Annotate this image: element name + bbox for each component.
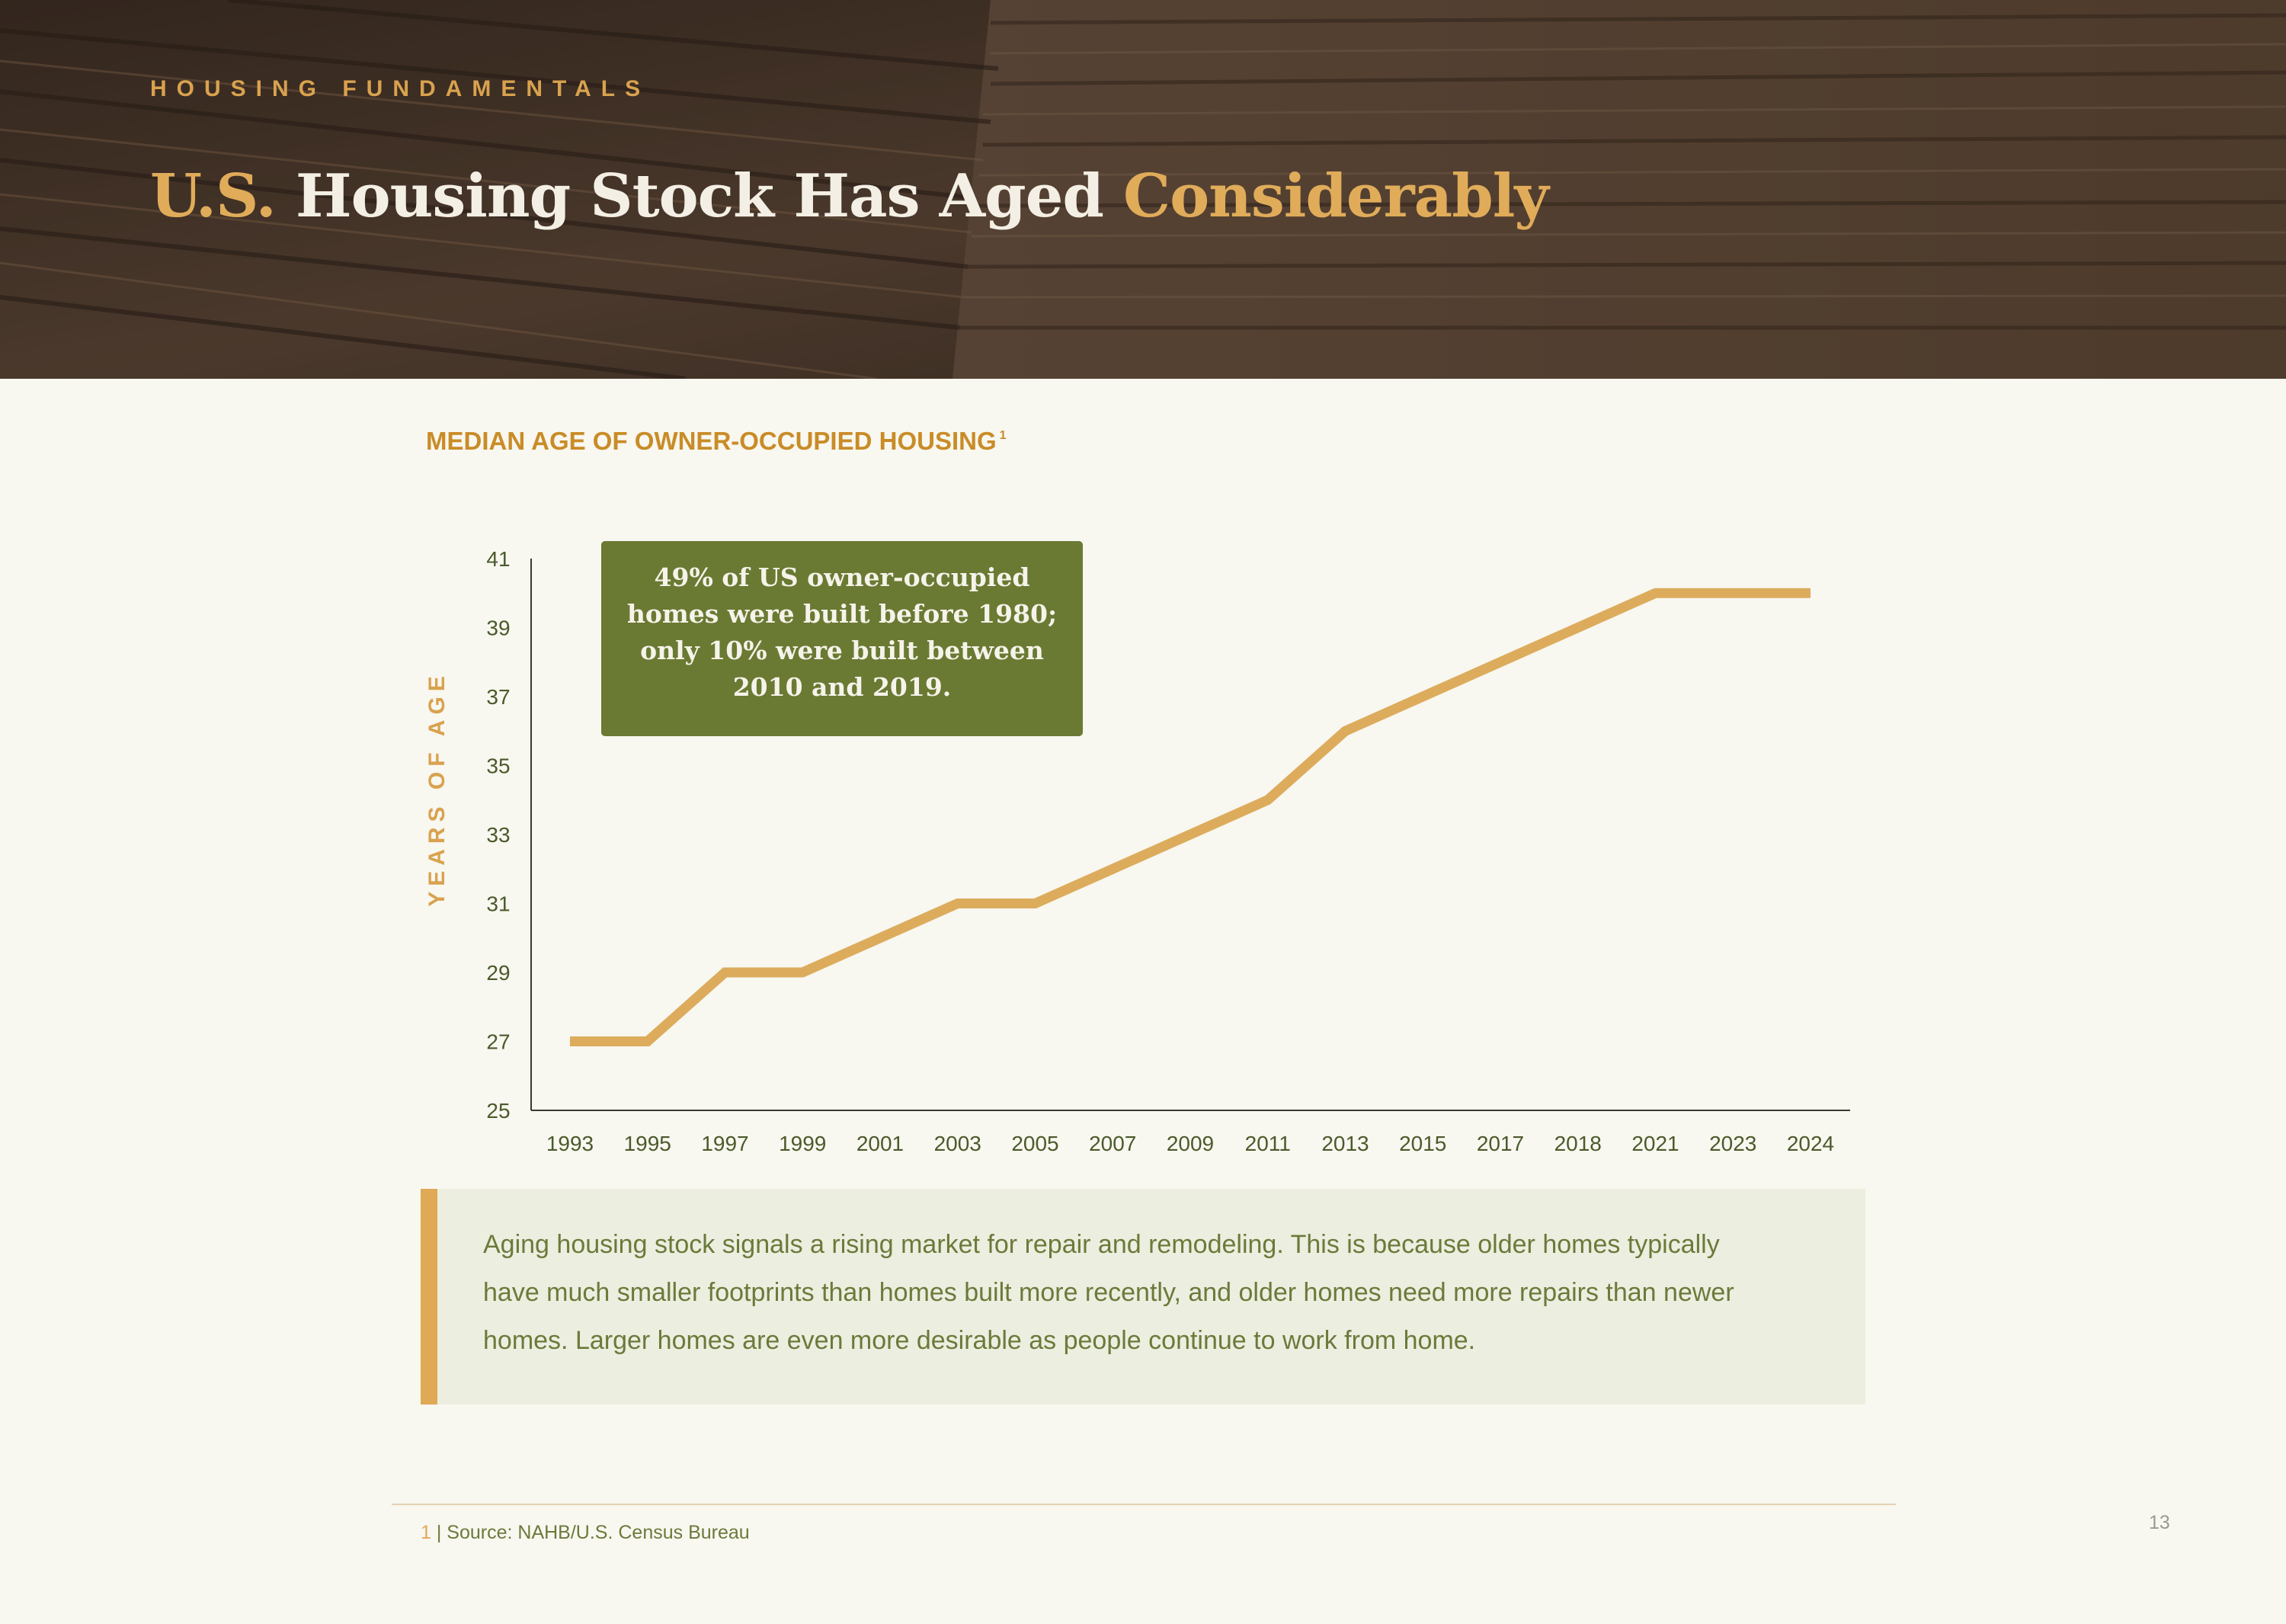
x-tick-label: 2011 bbox=[1245, 1132, 1291, 1155]
x-tick-label: 1999 bbox=[779, 1132, 826, 1155]
data-point bbox=[1655, 592, 1656, 594]
footnote-text: | Source: NAHB/U.S. Census Bureau bbox=[436, 1522, 750, 1543]
data-point bbox=[569, 1041, 571, 1042]
data-point bbox=[957, 903, 959, 904]
x-tick-label: 2023 bbox=[1709, 1132, 1756, 1155]
data-point bbox=[802, 972, 803, 973]
data-point bbox=[1577, 627, 1579, 628]
x-tick-label: 2007 bbox=[1089, 1132, 1136, 1155]
footer-divider bbox=[392, 1504, 1896, 1505]
y-tick-label: 41 bbox=[486, 547, 510, 571]
footnote-number: 1 bbox=[421, 1522, 431, 1543]
title-part-us: U.S. bbox=[150, 162, 277, 231]
data-point bbox=[1732, 592, 1734, 594]
hero-banner: HOUSING FUNDAMENTALS U.S. Housing Stock … bbox=[0, 0, 2286, 379]
chart-title-footnote-ref: 1 bbox=[999, 429, 1007, 442]
title-part-accent: Considerably bbox=[1123, 162, 1549, 231]
data-point bbox=[647, 1041, 648, 1042]
wood-texture-image bbox=[0, 0, 2286, 379]
y-tick-label: 25 bbox=[486, 1099, 510, 1123]
y-tick-label: 37 bbox=[486, 685, 510, 709]
chart-axes bbox=[530, 559, 1850, 1111]
y-tick-label: 33 bbox=[486, 823, 510, 847]
source-footnote: 1 | Source: NAHB/U.S. Census Bureau bbox=[421, 1522, 750, 1544]
data-point bbox=[879, 937, 881, 939]
chart-title-text: MEDIAN AGE OF OWNER-OCCUPIED HOUSING bbox=[426, 427, 997, 455]
x-tick-label: 1993 bbox=[546, 1132, 594, 1155]
x-tick-label: 2015 bbox=[1399, 1132, 1446, 1155]
x-tick-label: 2024 bbox=[1787, 1132, 1834, 1155]
x-tick-label: 2021 bbox=[1631, 1132, 1679, 1155]
page-number: 13 bbox=[2149, 1512, 2170, 1533]
x-tick-label: 1997 bbox=[701, 1132, 748, 1155]
y-tick-label: 31 bbox=[486, 892, 510, 916]
y-tick-label: 27 bbox=[486, 1030, 510, 1054]
y-tick-label: 35 bbox=[486, 754, 510, 778]
y-tick-label: 29 bbox=[486, 961, 510, 985]
x-tick-label: 2013 bbox=[1321, 1132, 1369, 1155]
data-point bbox=[1035, 903, 1036, 904]
data-point bbox=[1267, 799, 1269, 801]
title-part-main: Housing Stock Has Aged bbox=[295, 162, 1104, 231]
section-eyebrow: HOUSING FUNDAMENTALS bbox=[150, 76, 651, 101]
x-tick-label: 1995 bbox=[624, 1132, 671, 1155]
x-tick-label: 2005 bbox=[1011, 1132, 1058, 1155]
data-point bbox=[1345, 730, 1346, 732]
y-axis-label: YEARS OF AGE bbox=[424, 671, 450, 907]
x-tick-label: 2003 bbox=[934, 1132, 981, 1155]
x-tick-label: 2009 bbox=[1167, 1132, 1214, 1155]
insight-note: Aging housing stock signals a rising mar… bbox=[421, 1189, 1865, 1405]
y-axis-ticks: 25 27 29 31 33 35 37 39 41 bbox=[486, 547, 510, 1123]
x-tick-label: 2001 bbox=[856, 1132, 904, 1155]
data-point bbox=[1189, 834, 1191, 835]
callout-box: 49% of US owner-occupied homes were buil… bbox=[601, 541, 1083, 736]
y-tick-label: 39 bbox=[486, 617, 510, 640]
chart-series bbox=[569, 588, 1811, 1046]
x-axis-ticks: 1993 1995 1997 1999 2001 2003 2005 2007 2009 2011… bbox=[546, 1132, 1834, 1155]
data-point bbox=[1500, 661, 1501, 663]
insight-note-text: Aging housing stock signals a rising mar… bbox=[483, 1230, 1734, 1355]
chart-title: MEDIAN AGE OF OWNER-OCCUPIED HOUSING 1 bbox=[426, 427, 1007, 456]
callout-text: 49% of US owner-occupied homes were buil… bbox=[626, 562, 1058, 702]
x-tick-label: 2018 bbox=[1554, 1132, 1602, 1155]
page-title: U.S. Housing Stock Has Aged Considerably bbox=[150, 162, 1549, 231]
x-tick-label: 2017 bbox=[1477, 1132, 1524, 1155]
